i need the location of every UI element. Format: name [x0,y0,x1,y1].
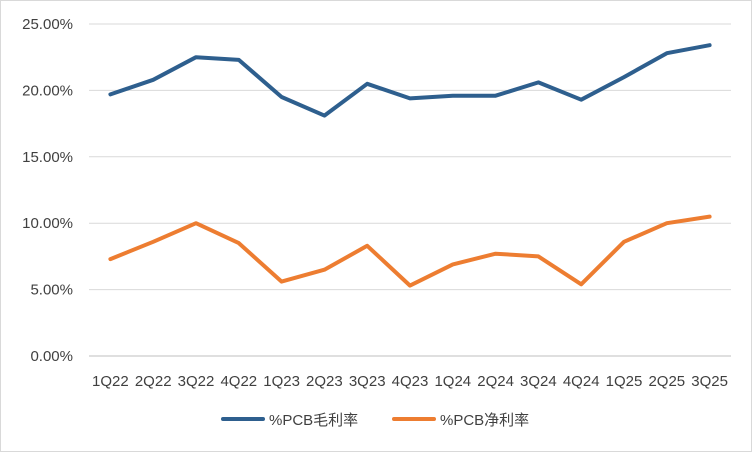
y-axis: 0.00% 5.00% 10.00% 15.00% 20.00% 25.00% [22,16,73,365]
legend-label: %PCB净利率 [440,412,529,429]
legend-label: %PCB毛利率 [269,412,358,429]
legend-item-1: %PCB毛利率 [221,412,358,429]
gridlines [89,23,731,357]
x-tick-label: 2Q22 [135,373,172,390]
x-tick-label: 3Q25 [691,373,728,390]
x-tick-label: 3Q24 [520,373,557,390]
y-tick-label: 15.00% [22,149,73,166]
y-tick-label: 20.00% [22,82,73,99]
x-tick-label: 1Q25 [606,373,643,390]
x-tick-label: 2Q25 [648,373,685,390]
y-tick-label: 5.00% [30,282,73,299]
x-tick-label: 3Q22 [178,373,215,390]
x-axis: 1Q22 2Q22 3Q22 4Q22 1Q23 2Q23 3Q23 4Q23 1Q24 2Q24… [92,373,728,390]
x-tick-label: 3Q23 [349,373,386,390]
x-tick-label: 4Q22 [220,373,257,390]
legend-item-2: %PCB净利率 [392,412,529,429]
x-tick-label: 4Q23 [392,373,429,390]
series-line-1 [108,43,712,118]
y-tick-label: 10.00% [22,215,73,232]
x-tick-label: 1Q23 [263,373,300,390]
series-line-2 [108,214,712,288]
series-lines [108,43,712,288]
x-tick-label: 1Q24 [434,373,471,390]
x-tick-label: 2Q24 [477,373,514,390]
y-tick-label: 25.00% [22,16,73,33]
x-tick-label: 4Q24 [563,373,600,390]
legend: %PCB毛利率 %PCB净利率 [221,412,529,429]
x-tick-label: 2Q23 [306,373,343,390]
y-tick-label: 0.00% [30,348,73,365]
x-tick-label: 1Q22 [92,373,129,390]
